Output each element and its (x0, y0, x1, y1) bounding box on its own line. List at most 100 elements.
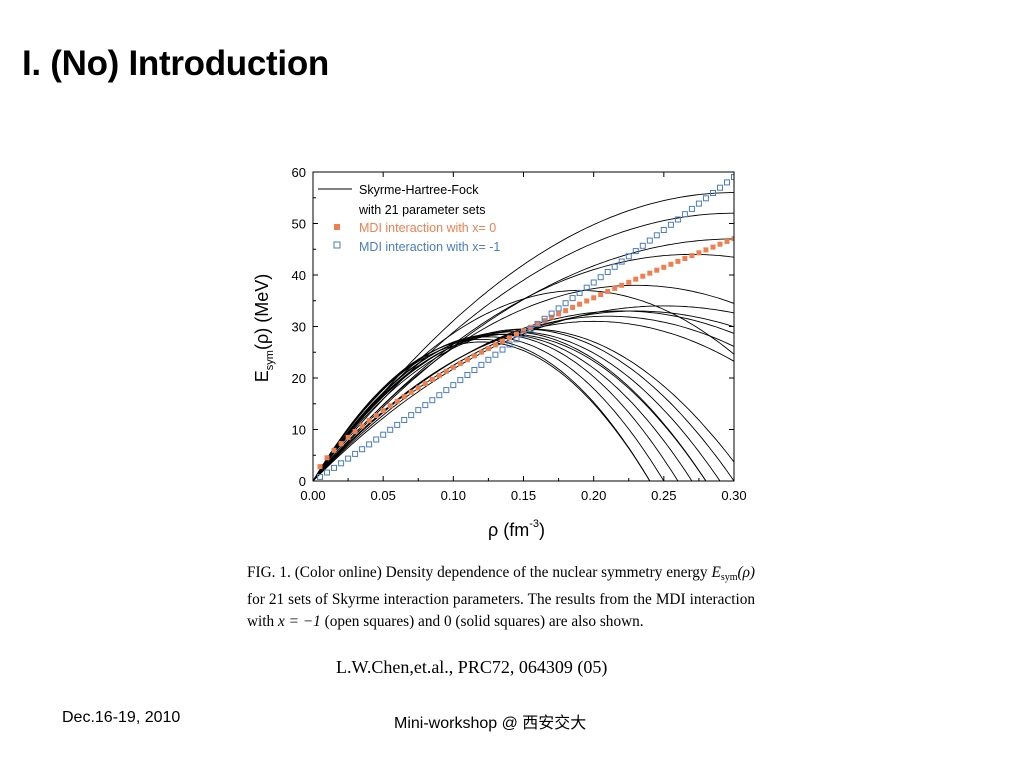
plot-frame (312, 171, 735, 482)
x-tick-label: 0.20 (581, 488, 606, 503)
caption-text-2: for 21 sets of Skyrme interaction parame… (247, 591, 755, 630)
mdi-x-minus1-point (646, 237, 653, 244)
mdi-x0-point (570, 304, 576, 310)
mdi-x-minus1-point (394, 421, 401, 428)
mdi-x-minus1-point (513, 336, 520, 343)
mdi-x-minus1-point (724, 179, 730, 186)
mdi-x0-point (675, 258, 681, 264)
mdi-x-minus1-point (527, 326, 534, 333)
mdi-x-minus1-point (492, 351, 499, 358)
x-tick-label: 0.05 (371, 488, 396, 503)
mdi-x0-point (598, 292, 604, 298)
mdi-x-minus1-point (422, 402, 429, 409)
mdi-x0-point (443, 368, 449, 374)
mdi-x0-point (731, 236, 734, 242)
mdi-x0-point (387, 403, 393, 409)
mdi-x0-point (668, 261, 674, 267)
mdi-x-minus1-point (555, 305, 562, 312)
mdi-x0-point (373, 413, 379, 418)
mdi-x-minus1-point (324, 469, 330, 476)
mdi-x-minus1-point (408, 412, 415, 419)
mdi-x0-point (633, 276, 639, 282)
mdi-x0-point (485, 346, 491, 351)
y-tick-label: 60 (292, 165, 306, 180)
mdi-x-minus1-point (569, 295, 576, 302)
mdi-x-minus1-point (618, 258, 625, 265)
mdi-x-minus1-point (352, 450, 359, 457)
symmetry-energy-chart: 0.00 0.05 0.10 0.15 0.20 0.25 0.30 0 10 20 30 40 50 6… (252, 165, 747, 540)
mdi-x0-point (654, 267, 660, 273)
caption-text-1: (Color online) Density dependence of the… (294, 564, 708, 581)
mdi-x-minus1-point (373, 436, 380, 443)
mdi-x0-point (682, 256, 688, 261)
mdi-x-minus1-point (429, 397, 436, 404)
skyrme-curve (313, 212, 734, 481)
mdi-x0-point (724, 238, 730, 244)
x-tick-label: 0.30 (721, 488, 746, 503)
y-tick-label: 30 (292, 320, 306, 335)
mdi-x-minus1-point (499, 346, 506, 353)
mdi-x0-point (331, 447, 337, 453)
mdi-x-minus1-point (457, 377, 464, 384)
mdi-x-minus1-point (471, 367, 478, 373)
skyrme-curve (313, 333, 707, 481)
y-tick-label: 40 (292, 268, 306, 283)
mdi-x0-point (612, 285, 618, 291)
mdi-x0-point (471, 353, 477, 359)
mdi-x0-point (577, 301, 583, 307)
mdi-x0-point (563, 308, 569, 314)
mdi-x0-point (394, 398, 400, 404)
mdi-x0-point (647, 270, 653, 276)
mdi-x0-point (507, 335, 512, 341)
mdi-x-minus1-point (702, 195, 709, 202)
mdi-x0-point (689, 253, 695, 259)
caption-math: x = −1 (278, 613, 321, 630)
x-tick-label: 0.25 (651, 488, 676, 503)
x-tick-label: 0.00 (300, 488, 325, 503)
mdi-x-minus1-point (590, 279, 597, 286)
mdi-x-minus1-point (464, 372, 471, 378)
caption-symbol-sub: sym (720, 572, 738, 583)
mdi-x-minus1-point (450, 382, 457, 389)
mdi-x-minus1-point (478, 361, 485, 368)
y-axis-label: Esym(ρ) (MeV) (252, 274, 276, 382)
mdi-x0-point (317, 464, 323, 470)
mdi-x0-point (408, 389, 414, 395)
mdi-x0-point (640, 273, 646, 279)
reference-citation: L.W.Chen,et.al., PRC72, 064309 (05) (336, 657, 608, 677)
mdi-x-minus1-point (485, 356, 492, 363)
legend-mdi1-label: MDI interaction with x= -1 (359, 240, 500, 254)
mdi-x-minus1-point (660, 227, 667, 233)
mdi-x-minus1-point (667, 221, 674, 228)
mdi-x-minus1-point (534, 320, 541, 327)
mdi-x-minus1-point (506, 341, 513, 348)
mdi-x-minus1-point (653, 232, 660, 239)
mdi-x0-point (324, 455, 330, 461)
mdi-x0-point (338, 441, 344, 447)
skyrme-curve (313, 284, 734, 481)
mdi-x-minus1-point (366, 441, 373, 448)
mdi-x-minus1-point (625, 253, 632, 260)
mdi-x-minus1-point (674, 216, 681, 223)
mdi-x-minus1-point (604, 269, 611, 275)
legend-mdi0-marker (334, 224, 340, 230)
mdi-x-minus1-point (681, 211, 688, 218)
skyrme-curve (313, 192, 734, 481)
mdi-x-minus1-point (710, 190, 716, 196)
mdi-x-minus1-point (731, 174, 734, 181)
legend-mdi1-marker (333, 241, 341, 249)
mdi-x0-point (492, 342, 498, 348)
legend-mdi0-label: MDI interaction with x= 0 (359, 221, 496, 235)
y-tick-label: 0 (299, 474, 306, 489)
mdi-x0-point (457, 361, 463, 366)
mdi-x-minus1-point (317, 473, 323, 480)
mdi-x-minus1-point (632, 248, 639, 255)
x-tick-label: 0.10 (441, 488, 466, 503)
mdi-x0-point (450, 364, 456, 370)
mdi-x-minus1-point (583, 284, 590, 291)
caption-symbol: E (711, 564, 721, 581)
footer-date: Dec.16-19, 2010 (62, 709, 181, 726)
caption-text-3: (open squares) and 0 (solid squares) are… (324, 613, 644, 630)
y-tick-label: 50 (292, 217, 306, 232)
mdi-x-minus1-point (576, 289, 583, 296)
